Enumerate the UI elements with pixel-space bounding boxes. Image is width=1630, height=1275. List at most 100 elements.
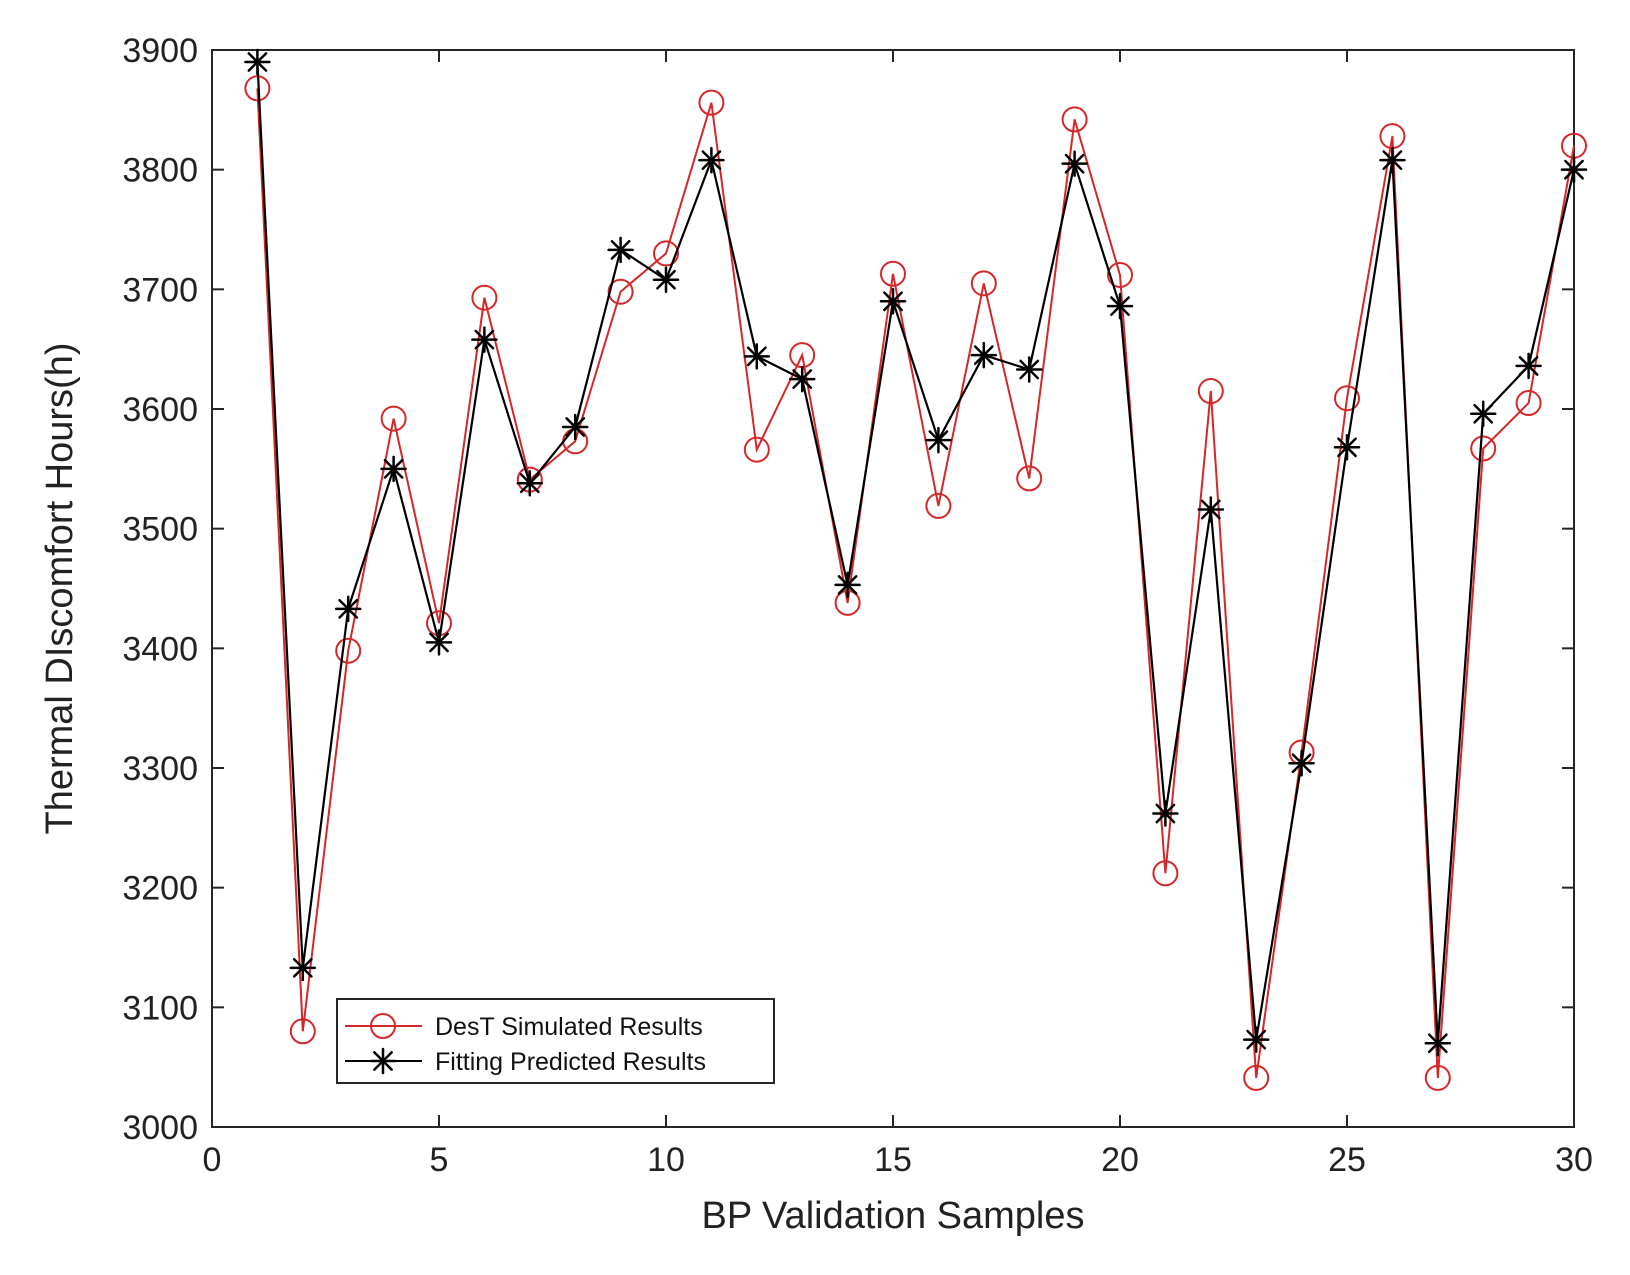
asterisk-stroke [1473, 403, 1494, 424]
asterisk-stroke [373, 1051, 393, 1071]
data-point [1515, 390, 1542, 417]
plot-area [211, 49, 1575, 1128]
data-point [1197, 378, 1224, 405]
data-point [380, 455, 407, 483]
asterisk-stroke [610, 239, 631, 260]
data-point [607, 236, 634, 264]
data-point [1515, 352, 1542, 380]
x-tick-label: 15 [874, 1141, 912, 1179]
legend-marker [369, 1047, 397, 1075]
asterisk-stroke [1518, 356, 1539, 376]
asterisk-stroke [474, 329, 495, 350]
data-point [289, 954, 317, 982]
y-axis-label: Thermal DIscomfort Hours(h) [39, 343, 81, 835]
data-point [1242, 1026, 1270, 1053]
data-point [1333, 434, 1361, 461]
data-point [925, 426, 952, 454]
data-point [652, 266, 680, 294]
data-point [1469, 400, 1497, 428]
asterisk-stroke [883, 291, 903, 312]
axes: 0 5 10 15 20 25 30 3000 3100 3200 3300 3400 3500 3600… [39, 32, 1593, 1237]
legend-entry: Fitting Predicted Results [345, 1047, 706, 1076]
y-tick-label: 3200 [122, 870, 198, 908]
data-point [335, 637, 362, 664]
data-point [334, 595, 362, 623]
legend-label: DesT Simulated Results [435, 1013, 703, 1041]
series-layer [244, 48, 1588, 1091]
asterisk-stroke [1200, 499, 1221, 520]
data-point [244, 48, 271, 76]
asterisk-stroke [383, 458, 404, 479]
x-axis-label: BP Validation Samples [701, 1195, 1084, 1237]
data-point [1334, 385, 1360, 412]
plot-frame [211, 49, 1575, 1128]
data-point [380, 405, 407, 432]
data-point [879, 288, 907, 315]
data-point [970, 270, 997, 297]
y-tick-label: 3700 [122, 271, 198, 309]
legend-entry: DesT Simulated Results [345, 1013, 703, 1041]
data-point [289, 1018, 316, 1045]
asterisk-stroke [1291, 753, 1312, 774]
asterisk-stroke [928, 430, 949, 451]
series-line [256, 61, 1576, 1044]
asterisk-stroke [746, 346, 767, 367]
series-fitting-predicted [244, 48, 1588, 1057]
y-tick-label: 3000 [122, 1109, 198, 1147]
data-point [1152, 800, 1179, 827]
data-point [1152, 860, 1179, 887]
asterisk-stroke [837, 575, 858, 595]
data-point [653, 240, 679, 267]
x-tick-label: 5 [430, 1141, 449, 1179]
data-point [970, 341, 998, 369]
data-point [788, 365, 816, 393]
x-tick-label: 20 [1101, 1141, 1139, 1179]
x-tick-label: 30 [1555, 1141, 1593, 1179]
asterisk-stroke [338, 598, 359, 619]
x-tick-label: 25 [1328, 1141, 1366, 1179]
data-point [1106, 292, 1134, 320]
data-point [561, 413, 589, 441]
y-tick-label: 3800 [122, 152, 198, 190]
data-point [1016, 465, 1043, 492]
asterisk-stroke [1564, 159, 1584, 180]
asterisk-stroke [1382, 150, 1403, 170]
asterisk-stroke [1246, 1029, 1267, 1050]
y-tick-label: 3900 [122, 32, 198, 70]
data-point [1560, 156, 1588, 183]
legend-box [336, 998, 775, 1084]
asterisk-stroke [656, 269, 676, 290]
asterisk-stroke [1110, 296, 1130, 316]
y-tick-label: 3300 [122, 750, 198, 788]
y-tick-label: 3500 [122, 511, 198, 549]
data-point [834, 571, 861, 599]
legend: DesT Simulated Results Fitting Predicted … [336, 998, 775, 1084]
asterisk-stroke [565, 417, 586, 437]
asterisk-stroke [519, 473, 540, 494]
series-line [256, 88, 1575, 1079]
data-point [1424, 1064, 1451, 1091]
x-tick-label: 0 [203, 1141, 222, 1179]
asterisk-stroke [1155, 803, 1176, 824]
data-point [1197, 496, 1225, 523]
data-point [1015, 356, 1043, 383]
data-point [471, 284, 498, 311]
data-point [425, 629, 453, 656]
y-tick-label: 3400 [122, 630, 198, 668]
asterisk-stroke [247, 52, 268, 72]
asterisk-stroke [1019, 359, 1040, 380]
data-point [1061, 150, 1088, 177]
data-point [925, 492, 952, 519]
y-tick-label: 3600 [122, 391, 198, 429]
asterisk-stroke [1064, 153, 1085, 174]
asterisk-stroke [701, 150, 722, 170]
data-point [880, 260, 906, 287]
data-point [471, 326, 498, 353]
data-point [607, 278, 634, 305]
legend-marker [370, 1013, 396, 1039]
data-point [698, 89, 725, 116]
data-point [743, 436, 770, 463]
y-tick-label: 3100 [122, 989, 198, 1027]
data-point [516, 469, 544, 497]
